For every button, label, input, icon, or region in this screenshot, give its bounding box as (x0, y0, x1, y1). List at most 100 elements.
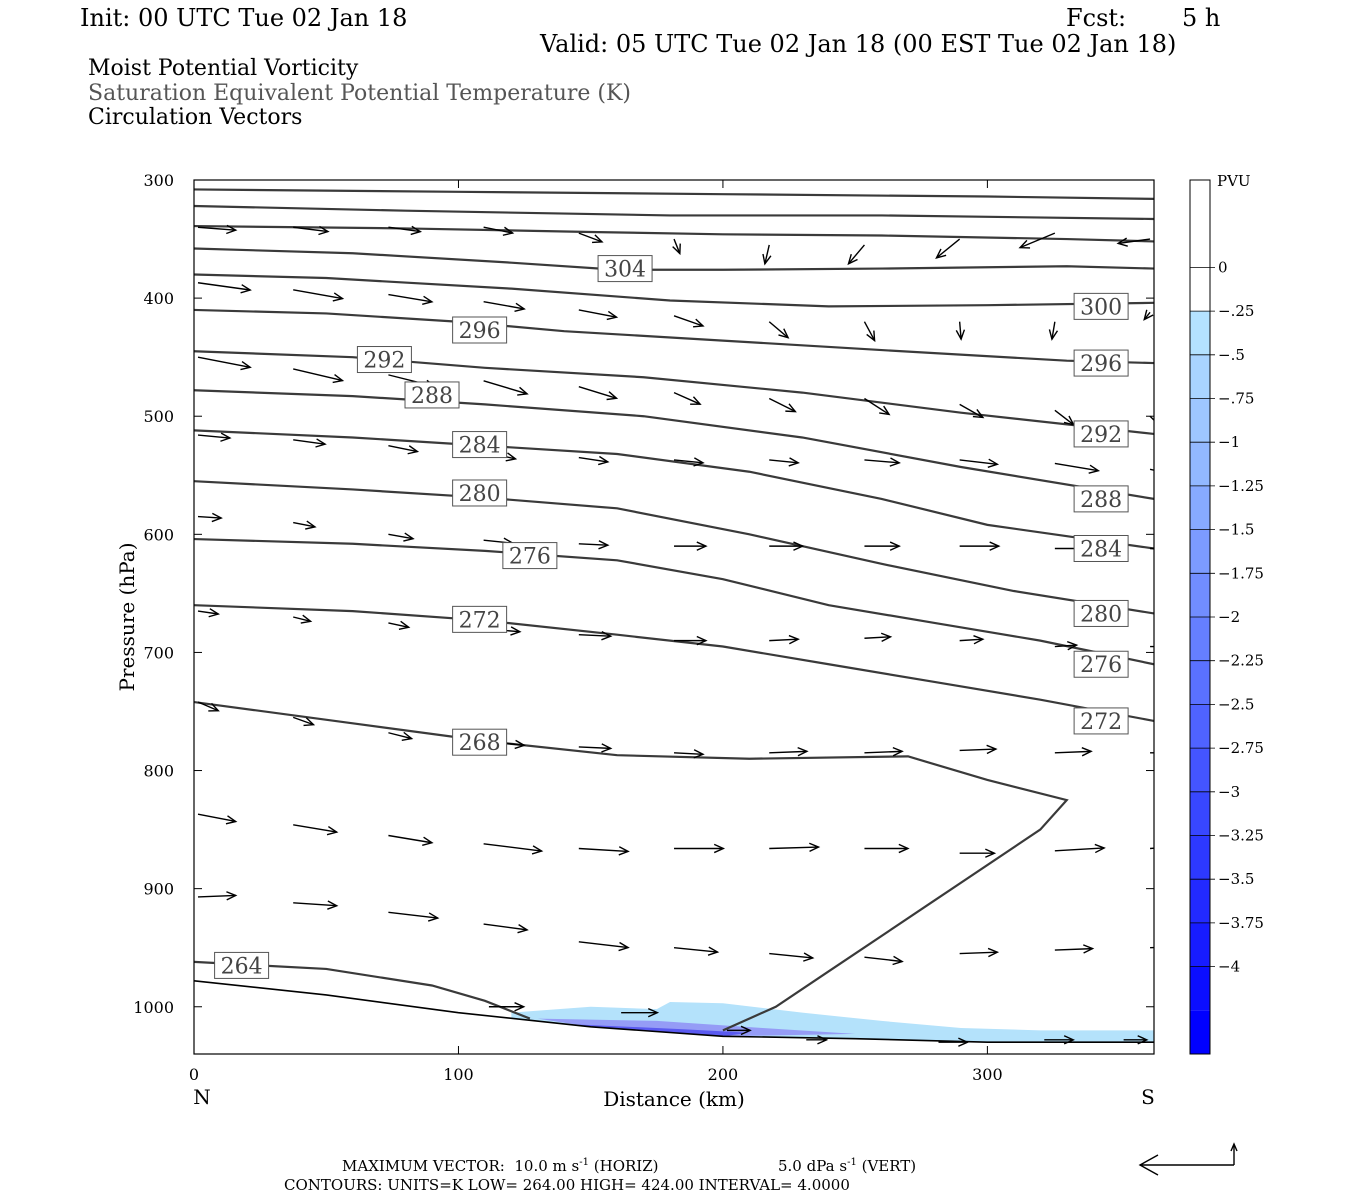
vector-shaft (483, 226, 513, 234)
x-end-label-right: S (1141, 1085, 1155, 1109)
circulation-vector-59 (578, 631, 613, 641)
vector-head (601, 631, 613, 641)
vector-shaft (388, 834, 433, 844)
colorbar-band-11 (1190, 660, 1210, 705)
vector-head (303, 717, 316, 727)
vector-head (1181, 472, 1191, 480)
circulation-vector-35 (388, 445, 420, 455)
theta-contour-5 (194, 308, 1154, 365)
vector-shaft (769, 952, 813, 959)
circulation-vector-62 (864, 632, 893, 643)
circulation-vector-54 (1150, 547, 1154, 550)
vector-shaft (864, 459, 900, 464)
circulation-vector-72 (769, 747, 809, 757)
contour-label-box (1073, 420, 1129, 448)
circulation-vector-18 (863, 321, 876, 343)
circulation-vector-2 (388, 225, 423, 236)
vector-shaft (769, 846, 819, 850)
contour-label-272-1: 272 (1073, 707, 1129, 735)
circulation-vector-85 (959, 848, 997, 858)
vector-shaft (1019, 232, 1056, 249)
vector-shaft (292, 716, 314, 726)
circulation-vector-83 (769, 842, 821, 853)
colorbar-label--.75: −.75 (1218, 390, 1254, 408)
circulation-vector-104 (1044, 1035, 1075, 1045)
vector-head (847, 254, 858, 266)
circulation-vector-5 (672, 238, 681, 256)
vector-head (531, 845, 544, 855)
vector-head (793, 541, 805, 551)
contour-label-box (1073, 534, 1129, 562)
circulation-vector-96 (959, 947, 1000, 958)
vector-head (672, 243, 681, 256)
vector-shaft (293, 289, 343, 300)
vector-head (987, 458, 1000, 468)
contour-label-280-0: 280 (452, 479, 508, 507)
circulation-vector-20 (1048, 321, 1059, 341)
contour-label-box (452, 431, 508, 459)
circulation-vector-37 (578, 455, 610, 466)
footer-horiz-exp: -1 (579, 1157, 589, 1168)
vector-head (1116, 237, 1128, 247)
vector-head (1143, 309, 1154, 321)
vector-shaft (1149, 468, 1154, 471)
contour-label-box (452, 479, 508, 507)
contour-label-268-0: 268 (452, 728, 508, 756)
circulation-vector-95 (864, 955, 904, 966)
vector-head (1063, 1035, 1075, 1045)
vector-head (514, 1002, 526, 1012)
colorbar-label--2: −2 (1218, 608, 1240, 626)
colorbar-band-2 (1190, 267, 1210, 312)
vector-shaft (769, 750, 807, 754)
x-tick-label-300: 300 (972, 1065, 1003, 1084)
contour-label-box (452, 605, 508, 633)
vector-shaft (578, 941, 629, 949)
vector-head (879, 405, 891, 416)
vector-shaft (1150, 946, 1154, 949)
contour-label-text: 268 (459, 731, 501, 756)
vector-shaft (197, 434, 230, 439)
vector-shaft (578, 746, 611, 750)
circulation-vector-98 (1150, 946, 1154, 949)
circulation-vector-101 (726, 1025, 752, 1036)
vector-head (208, 608, 220, 618)
theta-contour-8 (194, 429, 1154, 550)
vector-shaft (578, 847, 629, 853)
circulation-vector-103 (938, 1037, 970, 1047)
circulation-vector-57 (388, 620, 411, 631)
vector-head (514, 739, 526, 750)
circulation-vector-45 (293, 520, 317, 530)
contour-label-text: 292 (363, 349, 405, 374)
vector-head (305, 520, 317, 530)
contour-label-text: 300 (1080, 295, 1122, 320)
circulation-vector-28 (768, 397, 797, 413)
x-axis-label: Distance (km) (603, 1087, 745, 1111)
contour-label-box (597, 255, 653, 283)
theta-contour-3 (194, 247, 1154, 271)
footer-horiz-value: 10.0 m s (514, 1157, 580, 1175)
circulation-vector-10 (1116, 237, 1151, 247)
footer-contours: CONTOURS: UNITS=K LOW= 264.00 HIGH= 424.… (284, 1176, 850, 1194)
vector-shaft (293, 616, 311, 623)
vector-shaft (864, 636, 891, 639)
colorbar-band-16 (1190, 879, 1210, 923)
circulation-vector-32 (1149, 415, 1154, 422)
circulation-vector-79 (388, 834, 434, 846)
circulation-vector-60 (674, 635, 708, 646)
vector-head (889, 457, 901, 467)
vector-head (935, 248, 947, 259)
vector-shaft (864, 956, 903, 963)
circulation-vector-94 (769, 952, 815, 962)
y-tick-label-900: 900 (143, 880, 174, 899)
vector-shaft (958, 321, 962, 340)
circulation-vector-21 (1143, 309, 1154, 321)
valid-time: Valid: 05 UTC Tue 02 Jan 18 (00 EST Tue … (540, 30, 1177, 58)
vector-shaft (293, 521, 316, 528)
vector-shaft (673, 947, 718, 953)
contour-label-text: 280 (459, 482, 501, 507)
circulation-vector-86 (1054, 843, 1106, 854)
circulation-vector-68 (388, 731, 414, 741)
vector-shaft (483, 300, 525, 310)
circulation-vector-14 (483, 300, 526, 312)
forecast-label: Fcst: (1066, 4, 1127, 32)
